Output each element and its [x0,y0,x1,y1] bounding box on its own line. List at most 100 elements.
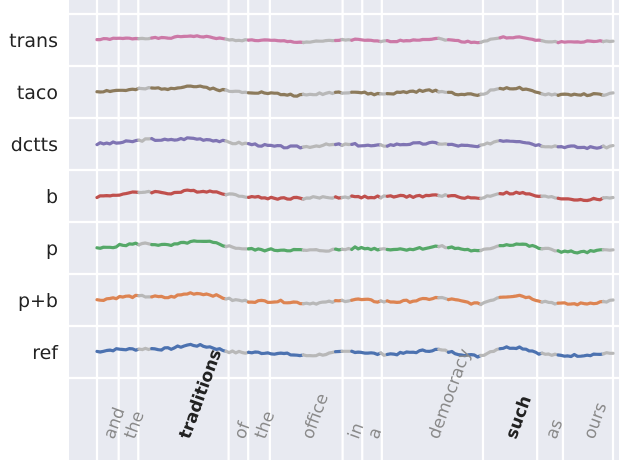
f0-contour-b [137,189,154,195]
f0-contour-trans [350,37,383,44]
f0-contour-p [247,246,305,253]
f0-contour-dctts [247,142,305,150]
word-label: of [230,419,255,442]
row-label: p [46,238,58,260]
f0-contour-p+b [137,293,154,299]
row-label: ref [32,342,59,364]
f0-contour-dctts [540,144,560,149]
f0-contour-p [446,245,483,253]
f0-contour-taco [540,92,560,97]
f0-contour-b [247,194,305,201]
f0-contour-trans [150,34,228,41]
f0-contour-p+b [95,293,141,302]
f0-contour-taco [301,90,338,97]
f0-contour-dctts [301,142,338,149]
row-label: b [46,186,58,208]
f0-contour-p+b [350,297,383,304]
f0-contour-b [150,188,228,197]
word-label: in [344,420,368,441]
f0-contour-p [350,245,383,252]
f0-contour-dctts [350,141,383,148]
f0-contour-taco [224,88,251,95]
f0-contour-taco [479,86,502,96]
f0-contour-p [301,247,338,253]
f0-contour-dctts [95,138,141,147]
f0-contour-ref [601,351,615,356]
f0-contour-taco [601,91,615,97]
f0-contour-b [224,192,251,199]
f0-contour-p+b [446,297,483,307]
f0-contour-taco [556,92,605,98]
f0-contour-p+b [224,296,251,304]
f0-contour-trans [137,36,154,41]
f0-contour-p [95,241,141,250]
f0-contour-p [556,248,605,255]
f0-contour-ref [350,349,383,357]
f0-contour-ref [437,347,451,354]
f0-contour-b [446,194,483,201]
row-label: dctts [11,134,58,156]
f0-contour-taco [385,88,441,96]
f0-contour-p+b [556,299,605,307]
f0-contour-ref [385,347,441,357]
row-label: p+b [18,290,58,312]
f0-contour-p+b [340,298,354,304]
f0-contour-b [340,194,354,200]
f0-contour-taco [150,84,228,93]
f0-contour-ref [137,346,154,352]
f0-contour-dctts [224,139,251,146]
f0-contour-taco [446,90,483,97]
f0-contour-b [601,195,615,200]
row-label: taco [17,82,58,104]
f0-contour-taco [350,90,383,97]
f0-contour-p [479,244,502,253]
f0-contour-b [437,193,451,198]
f0-contour-ref [95,347,141,354]
f0-contour-ref [540,351,560,357]
plot-background [69,0,619,460]
f0-contour-dctts [556,144,605,151]
f0-contour-trans [301,38,338,45]
f0-contour-dctts [150,136,228,144]
f0-contour-p [498,242,544,251]
f0-contour-ref [247,350,305,358]
f0-contour-dctts [601,144,615,150]
f0-contour-p+b [301,299,338,306]
f0-contour-trans [247,38,305,45]
f0-contour-dctts [446,142,483,149]
f0-contour-trans [224,37,251,43]
f0-contour-trans [446,38,483,45]
f0-contour-ref [498,345,544,356]
f0-contour-p [385,244,441,252]
f0-contour-dctts [498,139,544,148]
f0-contour-p [540,246,560,253]
f0-contour-p+b [479,295,502,307]
f0-contour-trans [95,36,141,42]
f0-contour-dctts [385,140,441,148]
f0-contour-dctts [340,142,354,147]
f0-contour-p [137,241,154,247]
f0-contour-taco [340,90,354,95]
row-label: trans [9,30,58,52]
f0-contour-dctts [479,139,502,147]
f0-contour-ref [446,349,483,359]
f0-contour-p+b [150,291,228,301]
f0-contour-ref [301,350,338,358]
f0-contour-taco [247,90,305,98]
f0-contour-p+b [601,298,615,304]
f0-contour-p+b [498,293,544,304]
f0-contour-b [540,194,560,200]
f0-contour-dctts [137,137,154,143]
f0-contour-p+b [437,295,451,302]
f0-contour-ref [150,342,228,353]
f0-contour-p [601,248,615,252]
f0-contour-p [340,246,354,252]
f0-contour-ref [224,349,251,355]
f0-contour-trans [556,39,605,45]
f0-contour-b [301,195,338,201]
f0-contour-dctts [437,142,451,147]
f0-contour-p+b [385,295,441,304]
f0-contour-p [224,244,251,251]
f0-contour-b [350,194,383,200]
